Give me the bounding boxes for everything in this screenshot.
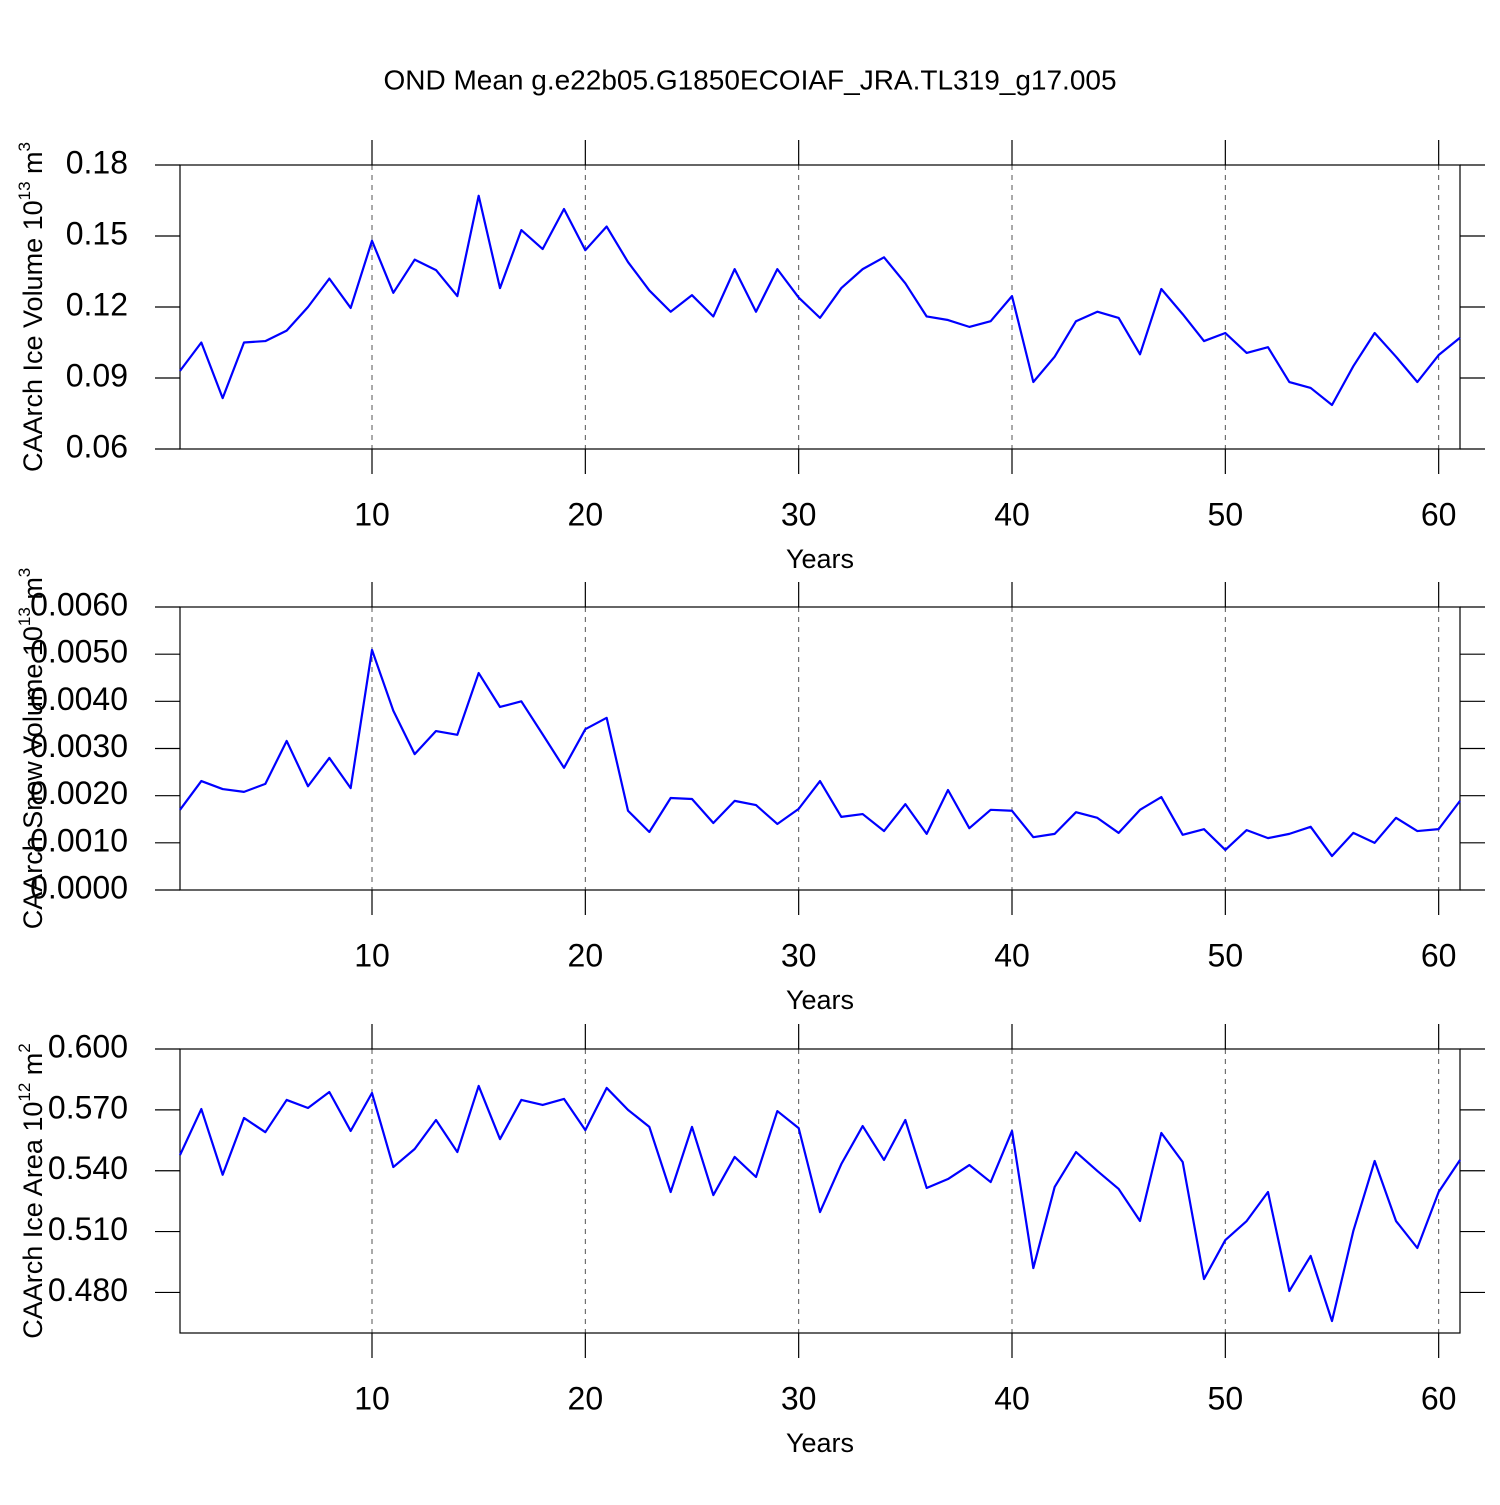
y-axis-label-part: CAArch Snow Volume 10 xyxy=(18,626,48,929)
y-axis-label-part: m xyxy=(18,151,48,181)
x-tick-label: 40 xyxy=(994,496,1030,532)
chart-title: OND Mean g.e22b05.G1850ECOIAF_JRA.TL319_… xyxy=(383,64,1116,95)
x-tick-label: 50 xyxy=(1208,1380,1244,1416)
x-tick-label: 40 xyxy=(994,937,1030,973)
x-tick-label: 10 xyxy=(354,937,390,973)
y-axis-label-part: m xyxy=(18,1053,48,1083)
y-tick-label: 0.540 xyxy=(48,1150,128,1186)
x-tick-label: 50 xyxy=(1208,496,1244,532)
y-tick-label: 0.0030 xyxy=(30,728,128,764)
y-tick-label: 0.600 xyxy=(48,1028,128,1064)
data-line xyxy=(179,648,1461,858)
y-axis-label-part: 12 xyxy=(15,1083,34,1102)
plot-frame xyxy=(179,1048,1461,1334)
x-tick-label: 60 xyxy=(1421,937,1457,973)
y-axis-label-clip: CAArch Snow Volume 1013 m3 xyxy=(15,568,48,930)
x-tick-label: 60 xyxy=(1421,496,1457,532)
x-tick-label: 30 xyxy=(781,937,817,973)
panel: 10 20 30 40 50 60 0.480 0.510 0.540 0.570 0.600 Yea… xyxy=(15,1024,1485,1458)
y-tick-label: 0.480 xyxy=(48,1272,128,1308)
x-tick-label: 30 xyxy=(781,1380,817,1416)
x-tick-label: 20 xyxy=(568,496,604,532)
y-tick-label: 0.0000 xyxy=(30,869,128,905)
y-tick-label: 0.0050 xyxy=(30,634,128,670)
x-tick-label: 50 xyxy=(1208,937,1244,973)
y-axis-label-part: 13 xyxy=(15,607,34,626)
plot-frame xyxy=(179,606,1461,891)
y-tick-label: 0.09 xyxy=(66,357,128,393)
y-tick-label: 0.12 xyxy=(66,286,128,322)
data-line xyxy=(179,194,1461,407)
y-axis-label: CAArch Snow Volume 1013 m3 xyxy=(15,568,48,930)
y-tick-label: 0.0020 xyxy=(30,775,128,811)
panel: 10 20 30 40 50 60 0.06 0.09 0.12 0.15 0.18 Years CAA… xyxy=(15,140,1485,574)
y-tick-label: 0.15 xyxy=(66,215,128,251)
y-axis-label-part: m xyxy=(18,577,48,607)
data-line xyxy=(179,1084,1461,1323)
y-axis-label: CAArch Ice Area 1012 m2 xyxy=(15,1043,48,1339)
y-tick-label: 0.0060 xyxy=(30,586,128,622)
x-axis-label: Years xyxy=(786,544,854,574)
y-axis-label-part: CAArch Ice Volume 10 xyxy=(18,200,48,472)
x-tick-label: 20 xyxy=(568,937,604,973)
y-tick-label: 0.18 xyxy=(66,144,128,180)
y-axis-label-part: 3 xyxy=(15,568,34,577)
y-axis-label-part: 3 xyxy=(15,142,34,151)
y-axis-label-part: 2 xyxy=(15,1043,34,1052)
plot-frame xyxy=(179,164,1461,450)
y-axis-label: CAArch Ice Volume 1013 m3 xyxy=(15,142,48,472)
panel: 10 20 30 40 50 60 0.0000 0.0010 0.0020 0.0030 0.00… xyxy=(15,568,1485,1015)
x-axis-label: Years xyxy=(786,1428,854,1458)
y-axis-label-part: CAArch Ice Area 10 xyxy=(18,1102,48,1339)
x-tick-label: 20 xyxy=(568,1380,604,1416)
y-tick-label: 0.0010 xyxy=(30,822,128,858)
x-tick-label: 10 xyxy=(354,1380,390,1416)
x-tick-label: 10 xyxy=(354,496,390,532)
y-tick-label: 0.06 xyxy=(66,428,128,464)
x-tick-label: 40 xyxy=(994,1380,1030,1416)
x-tick-label: 30 xyxy=(781,496,817,532)
y-tick-label: 0.570 xyxy=(48,1089,128,1125)
y-tick-label: 0.510 xyxy=(48,1211,128,1247)
y-axis-label-part: 13 xyxy=(15,181,34,200)
x-tick-label: 60 xyxy=(1421,1380,1457,1416)
x-axis-label: Years xyxy=(786,985,854,1015)
y-tick-label: 0.0040 xyxy=(30,681,128,717)
